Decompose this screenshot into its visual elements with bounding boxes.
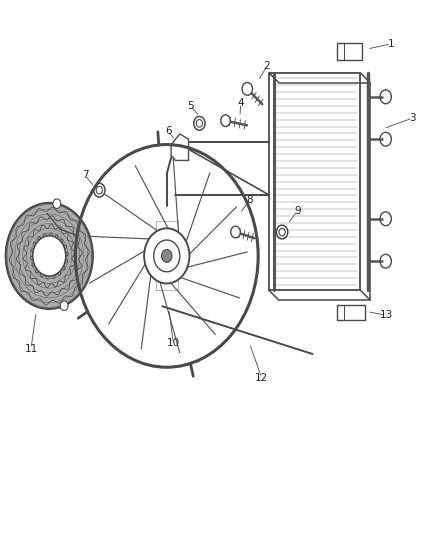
Text: 13: 13 <box>380 310 393 320</box>
Circle shape <box>60 301 68 311</box>
Circle shape <box>33 236 66 276</box>
Text: 6: 6 <box>165 126 171 136</box>
Circle shape <box>144 228 189 284</box>
Circle shape <box>221 115 230 126</box>
Circle shape <box>242 83 253 95</box>
Text: 11: 11 <box>25 344 38 354</box>
Text: 9: 9 <box>294 206 300 216</box>
Text: 8: 8 <box>246 195 253 205</box>
Polygon shape <box>269 73 360 290</box>
Polygon shape <box>336 43 362 60</box>
Text: 1: 1 <box>388 39 394 49</box>
Polygon shape <box>336 305 365 319</box>
Circle shape <box>162 249 172 262</box>
Text: 10: 10 <box>167 338 180 349</box>
Text: 3: 3 <box>410 113 416 123</box>
Text: 4: 4 <box>237 98 244 108</box>
Text: 2: 2 <box>264 61 270 71</box>
Text: 5: 5 <box>187 101 194 111</box>
Circle shape <box>53 199 61 208</box>
Polygon shape <box>171 134 188 160</box>
Text: 7: 7 <box>81 171 88 180</box>
Polygon shape <box>6 203 93 309</box>
Circle shape <box>231 226 240 238</box>
Text: 12: 12 <box>255 373 268 383</box>
